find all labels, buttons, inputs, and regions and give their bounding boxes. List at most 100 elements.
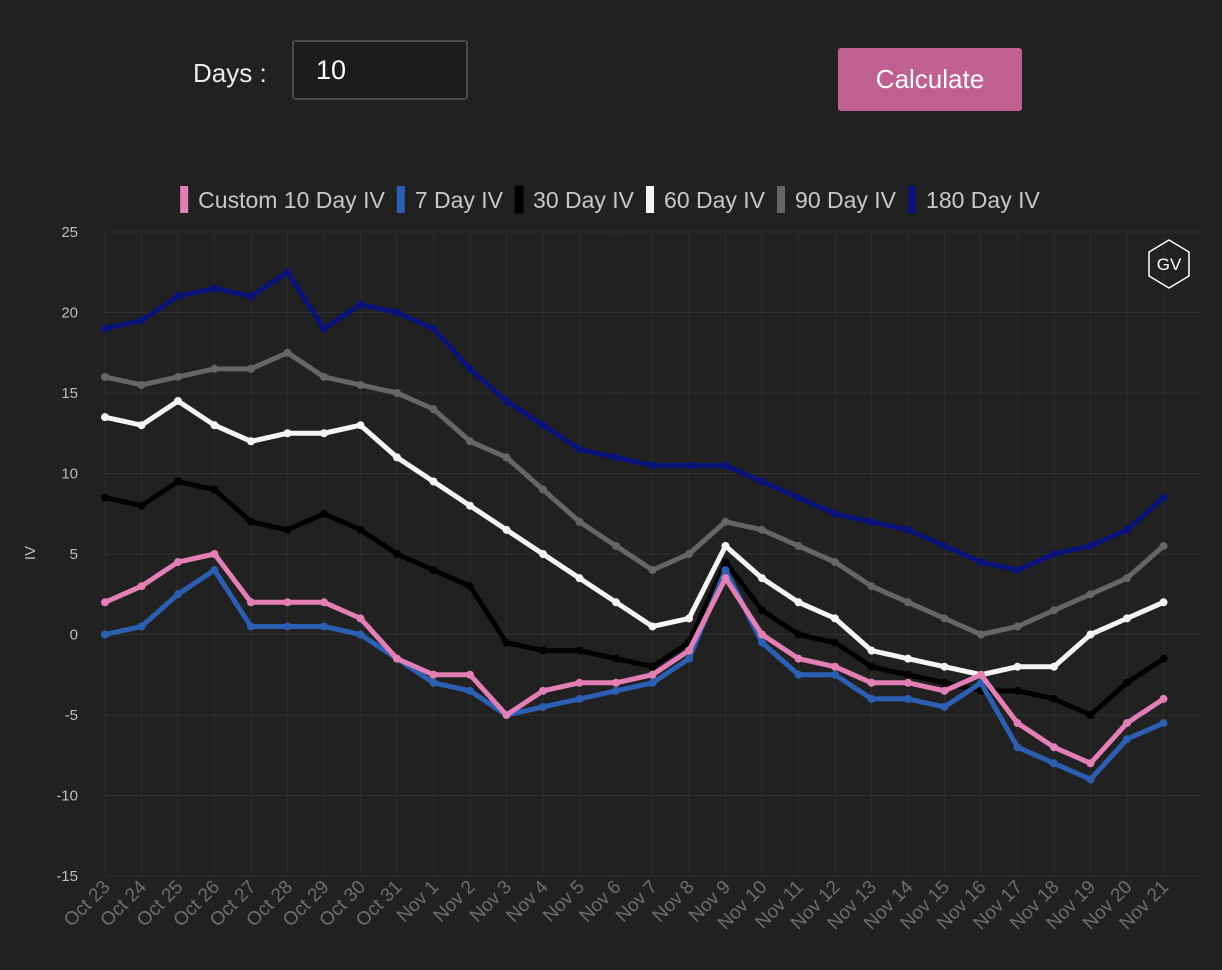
days-label: Days :: [193, 58, 267, 88]
data-point: [539, 646, 547, 655]
chart-grid: [104, 231, 1200, 877]
data-point: [575, 574, 584, 583]
data-point: [904, 598, 912, 607]
data-point: [1159, 541, 1168, 550]
data-point: [502, 638, 511, 647]
data-point: [794, 598, 803, 607]
x-tick-label: Nov 1: [393, 877, 443, 927]
legend-swatch: [180, 186, 189, 213]
data-point: [283, 525, 292, 534]
legend-item: 90 Day IV: [777, 186, 897, 213]
data-point: [575, 517, 584, 526]
data-point: [1086, 775, 1095, 784]
data-point: [1013, 686, 1022, 695]
legend-swatch: [396, 186, 405, 213]
series-60-day-iv: [101, 397, 1168, 679]
data-point: [721, 566, 730, 575]
data-point: [575, 678, 584, 687]
data-point: [1086, 590, 1095, 599]
data-point: [247, 364, 255, 373]
data-point: [429, 678, 438, 687]
y-tick-label: -5: [65, 707, 78, 724]
series-line: [102, 350, 1166, 637]
data-point: [1013, 622, 1022, 631]
calculate-button[interactable]: Calculate: [838, 48, 1022, 111]
x-tick-label: Nov 5: [539, 877, 589, 927]
legend-item: Custom 10 Day IV: [180, 186, 385, 213]
data-point: [247, 437, 255, 446]
legend-item: 180 Day IV: [908, 186, 1040, 213]
data-point: [648, 461, 657, 470]
data-point: [1086, 759, 1095, 768]
series-custom-10-day-iv: [101, 550, 1168, 768]
y-tick-label: -10: [56, 788, 78, 805]
chart-legend[interactable]: Custom 10 Day IV 7 Day IV 30 Day IV 60 Day …: [180, 185, 1040, 214]
data-point: [612, 541, 620, 550]
data-point: [210, 364, 219, 373]
series-30-day-iv: [101, 477, 1168, 719]
data-point: [904, 670, 912, 679]
data-point: [758, 638, 766, 647]
data-point: [1086, 711, 1095, 719]
data-point: [101, 493, 109, 502]
data-point: [210, 550, 219, 558]
data-point: [283, 268, 292, 277]
data-point: [1159, 654, 1168, 663]
data-point: [867, 646, 876, 655]
data-point: [575, 646, 584, 655]
chart-series: [101, 268, 1168, 784]
legend-label: Custom 10 Day IV: [198, 187, 385, 213]
data-point: [137, 316, 146, 325]
controls-bar: Days : Calculate: [0, 0, 1222, 140]
series-line: [102, 567, 1166, 782]
data-point: [1050, 694, 1058, 703]
data-point: [612, 686, 620, 695]
data-point: [320, 622, 328, 631]
data-point: [648, 662, 657, 671]
data-point: [356, 630, 365, 639]
y-axis-label: IV: [22, 546, 39, 560]
data-point: [794, 493, 803, 502]
data-point: [539, 550, 547, 558]
legend-item: 30 Day IV: [514, 185, 635, 214]
data-point: [977, 670, 985, 679]
data-point: [247, 292, 255, 301]
data-point: [283, 348, 292, 357]
legend-swatch: [514, 185, 524, 214]
data-point: [1159, 694, 1168, 703]
logo-text: GV: [1157, 255, 1182, 274]
data-point: [466, 670, 474, 679]
data-point: [575, 694, 584, 703]
data-point: [1013, 719, 1022, 728]
days-input[interactable]: [292, 40, 468, 100]
data-point: [1123, 574, 1131, 583]
data-point: [137, 501, 146, 510]
y-tick-label: 0: [70, 627, 78, 644]
data-point: [101, 372, 109, 381]
iv-chart: Custom 10 Day IV 7 Day IV 30 Day IV 60 Day …: [22, 185, 1200, 934]
data-point: [831, 662, 839, 671]
data-point: [466, 364, 474, 373]
data-point: [393, 453, 401, 462]
y-tick-label: 10: [61, 466, 78, 483]
data-point: [977, 558, 985, 567]
legend-swatch: [777, 186, 786, 213]
data-point: [648, 670, 657, 679]
x-tick-label: Nov 3: [466, 877, 516, 927]
data-point: [685, 461, 693, 470]
data-point: [539, 686, 547, 695]
data-point: [283, 622, 292, 631]
series-180-day-iv: [101, 268, 1168, 575]
data-point: [758, 525, 766, 534]
data-point: [101, 324, 109, 333]
data-point: [1086, 630, 1095, 639]
data-point: [393, 389, 401, 397]
data-point: [794, 630, 803, 639]
data-point: [356, 525, 365, 534]
data-point: [904, 694, 912, 703]
data-point: [758, 477, 766, 486]
data-point: [612, 598, 620, 607]
data-point: [429, 324, 438, 333]
data-point: [502, 711, 511, 719]
